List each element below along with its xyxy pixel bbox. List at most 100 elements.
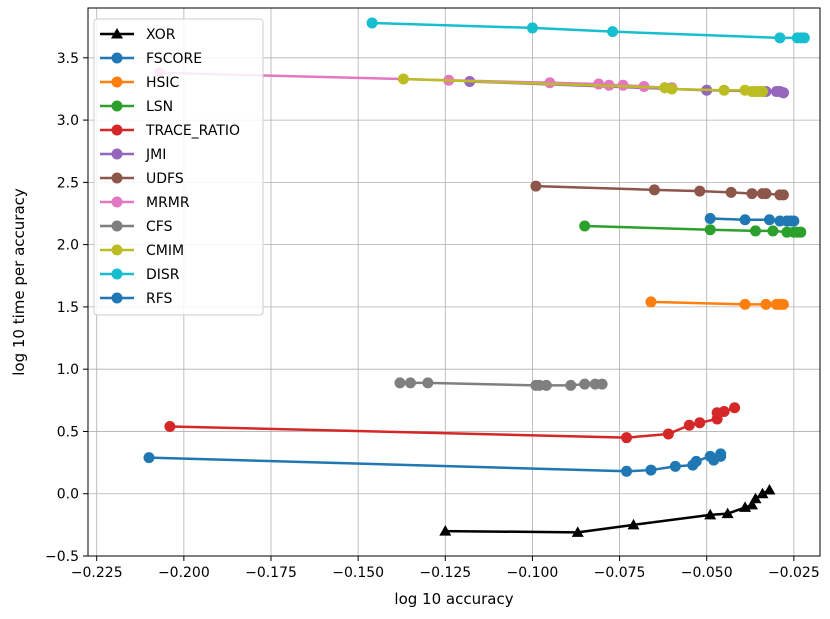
legend-label: JMI bbox=[145, 147, 166, 163]
data-point-xor bbox=[749, 492, 762, 504]
data-point-jmi bbox=[777, 87, 789, 99]
data-point-disr bbox=[774, 32, 786, 44]
data-point-cfs bbox=[540, 379, 552, 391]
data-point-trace-ratio bbox=[683, 419, 695, 431]
x-axis: −0.225 −0.200 −0.175 −0.150 −0.125 −0.100 −0.0… bbox=[71, 556, 820, 581]
legend-item-xor: XOR bbox=[100, 27, 176, 43]
data-point-cfs bbox=[394, 377, 406, 389]
data-point-xor bbox=[439, 525, 452, 536]
x-tick-label: −0.200 bbox=[158, 565, 210, 581]
data-point-rfs bbox=[763, 214, 775, 226]
y-tick-label: −0.5 bbox=[45, 549, 79, 565]
legend-item-mrmr: MRMR bbox=[100, 195, 190, 211]
data-point-hsic bbox=[777, 298, 789, 310]
data-point-disr bbox=[526, 22, 538, 34]
legend-label: RFS bbox=[146, 291, 173, 307]
legend-swatch-marker bbox=[111, 76, 123, 88]
data-point-xor bbox=[763, 483, 776, 495]
data-point-xor bbox=[746, 498, 759, 510]
legend-swatch-marker bbox=[111, 172, 123, 184]
x-axis-label: log 10 accuracy bbox=[394, 590, 513, 608]
data-point-xor bbox=[627, 518, 640, 530]
data-point-hsic bbox=[645, 296, 657, 308]
legend-swatch-marker bbox=[111, 292, 123, 304]
x-tick-label: −0.100 bbox=[507, 565, 559, 581]
legend-swatch-marker bbox=[111, 196, 123, 208]
legend-label: LSN bbox=[146, 99, 173, 115]
series-line-disr bbox=[372, 21, 805, 40]
data-point-rfs bbox=[739, 214, 751, 226]
x-tick-label: −0.125 bbox=[419, 565, 471, 581]
data-point-cfs bbox=[579, 378, 591, 390]
y-axis-label: log 10 time per accuracy bbox=[10, 188, 28, 376]
data-point-cmim bbox=[756, 85, 768, 97]
y-tick-label: 1.5 bbox=[57, 300, 79, 316]
x-tick-label: −0.025 bbox=[768, 565, 820, 581]
legend-item-lsn: LSN bbox=[100, 99, 173, 115]
data-point-disr bbox=[366, 17, 378, 29]
series-disr bbox=[366, 17, 810, 44]
x-tick-label: −0.225 bbox=[71, 565, 123, 581]
data-point-xor bbox=[704, 508, 717, 520]
x-tick-label: −0.150 bbox=[332, 565, 384, 581]
y-tick-label: 2.5 bbox=[57, 175, 79, 191]
y-tick-label: 1.0 bbox=[57, 362, 79, 378]
data-point-fscore bbox=[715, 448, 727, 460]
data-point-lsn bbox=[767, 225, 779, 237]
data-point-trace-ratio bbox=[729, 402, 741, 414]
x-tick-label: −0.075 bbox=[594, 565, 646, 581]
legend-item-cfs: CFS bbox=[100, 219, 173, 235]
x-tick-label: −0.050 bbox=[681, 565, 733, 581]
legend-swatch-marker bbox=[111, 268, 123, 280]
data-point-cmim bbox=[718, 84, 730, 96]
data-point-lsn bbox=[579, 220, 591, 232]
data-point-lsn bbox=[795, 226, 807, 238]
data-point-hsic bbox=[739, 298, 751, 310]
series-trace-ratio bbox=[164, 402, 741, 444]
series-hsic bbox=[645, 296, 789, 310]
data-point-xor bbox=[721, 507, 734, 519]
series-cfs bbox=[394, 377, 608, 391]
data-point-fscore bbox=[621, 465, 633, 477]
y-tick-label: 3.0 bbox=[57, 113, 79, 129]
data-point-cfs bbox=[422, 377, 434, 389]
legend-label: CFS bbox=[146, 219, 173, 235]
y-tick-label: 3.5 bbox=[57, 51, 79, 67]
legend-label: XOR bbox=[146, 27, 176, 43]
legend-swatch-marker bbox=[111, 220, 123, 232]
legend-item-udfs: UDFS bbox=[100, 171, 184, 187]
data-point-disr bbox=[798, 32, 810, 44]
y-tick-label: 0.0 bbox=[57, 487, 79, 503]
legend: XOR FSCORE HSIC LSN TRACE_RATIO JMI UDFS MRMR CF… bbox=[93, 18, 264, 316]
data-point-trace-ratio bbox=[621, 432, 633, 444]
data-point-cfs bbox=[596, 378, 608, 390]
legend-item-hsic: HSIC bbox=[100, 75, 180, 91]
data-point-trace-ratio bbox=[718, 406, 730, 418]
data-point-fscore bbox=[690, 455, 702, 467]
data-point-udfs bbox=[648, 184, 660, 196]
data-point-udfs bbox=[530, 180, 542, 192]
data-point-fscore bbox=[645, 464, 657, 476]
series-line-fscore bbox=[148, 453, 722, 473]
legend-label: UDFS bbox=[146, 171, 184, 187]
legend-label: CMIM bbox=[146, 243, 184, 259]
data-point-udfs bbox=[694, 185, 706, 197]
series-fscore bbox=[143, 448, 727, 477]
legend-swatch-marker bbox=[111, 52, 123, 64]
data-point-cfs bbox=[565, 379, 577, 391]
legend-label: FSCORE bbox=[146, 51, 202, 67]
legend-label: HSIC bbox=[146, 75, 180, 91]
legend-swatch-marker bbox=[111, 100, 123, 112]
series-lsn bbox=[579, 220, 807, 238]
data-point-fscore bbox=[143, 452, 155, 464]
data-point-udfs bbox=[746, 188, 758, 200]
legend-label: TRACE_RATIO bbox=[145, 123, 240, 139]
data-point-trace-ratio bbox=[164, 420, 176, 432]
data-point-lsn bbox=[704, 224, 716, 236]
series-cmim bbox=[397, 73, 768, 97]
plot-frame bbox=[87, 7, 821, 557]
series-rfs bbox=[704, 212, 800, 227]
data-point-hsic bbox=[760, 298, 772, 310]
legend-item-cmim: CMIM bbox=[100, 243, 184, 259]
data-point-lsn bbox=[750, 225, 762, 237]
